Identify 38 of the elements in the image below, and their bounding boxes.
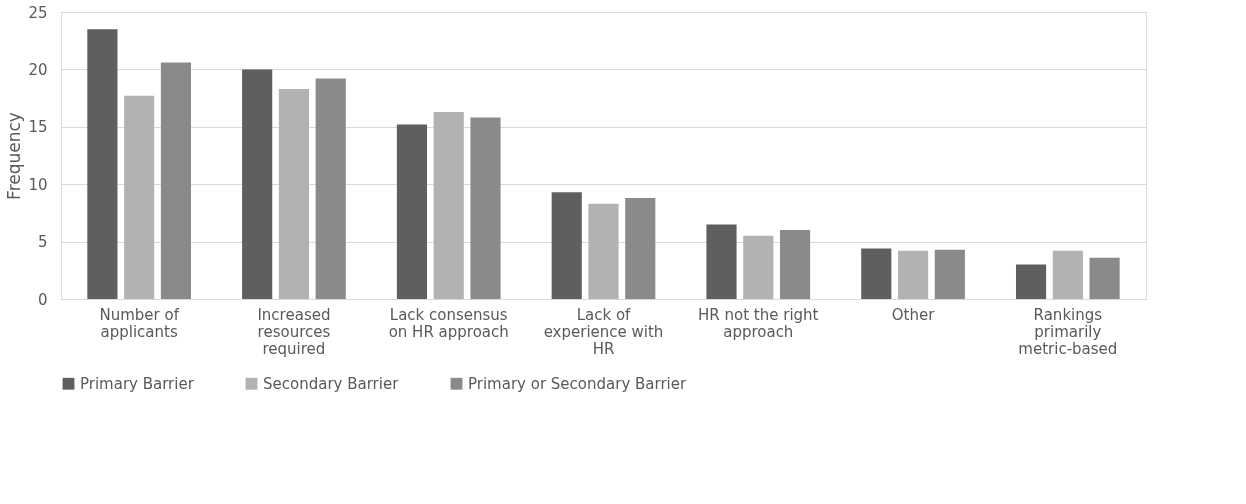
legend-label: Secondary Barrier xyxy=(263,374,400,393)
x-tick-label: Lack of experience with HR xyxy=(543,305,664,358)
bar xyxy=(396,124,428,299)
bar xyxy=(625,197,656,299)
y-tick-label: 10 xyxy=(28,175,48,194)
bar xyxy=(160,62,192,299)
bar xyxy=(897,250,929,299)
y-tick-label: 15 xyxy=(28,118,48,137)
y-tick-label: 0 xyxy=(37,290,48,309)
bar xyxy=(433,111,464,299)
x-tick-label: Lack consensus on HR approach xyxy=(388,305,509,341)
bar xyxy=(315,78,346,299)
bar xyxy=(1089,257,1120,299)
x-tick-label: Increased resources required xyxy=(257,305,331,358)
bar xyxy=(278,88,310,299)
bar xyxy=(743,235,774,299)
legend-label: Primary Barrier xyxy=(80,374,195,393)
bar xyxy=(1015,264,1047,299)
bar xyxy=(551,192,582,299)
bar xyxy=(706,224,737,299)
legend-label: Primary or Secondary Barrier xyxy=(468,374,687,393)
bar xyxy=(87,29,118,299)
bar xyxy=(470,117,501,299)
y-tick-label: 20 xyxy=(28,60,48,79)
x-tick-label: Other xyxy=(891,305,936,324)
y-tick-label: 5 xyxy=(37,233,48,252)
y-axis-title: Frequency xyxy=(4,112,25,200)
x-tick-label: HR not the right approach xyxy=(698,305,819,341)
y-tick-label: 25 xyxy=(28,3,48,22)
bar xyxy=(934,249,965,299)
x-tick-label: Rankings primarily metric-based xyxy=(1018,305,1118,358)
bar xyxy=(124,95,155,299)
bar xyxy=(1052,250,1083,299)
bar xyxy=(861,248,892,299)
bar xyxy=(588,203,619,299)
x-tick-label: Number of applicants xyxy=(99,305,180,341)
bar xyxy=(779,230,811,299)
bar xyxy=(242,69,273,299)
